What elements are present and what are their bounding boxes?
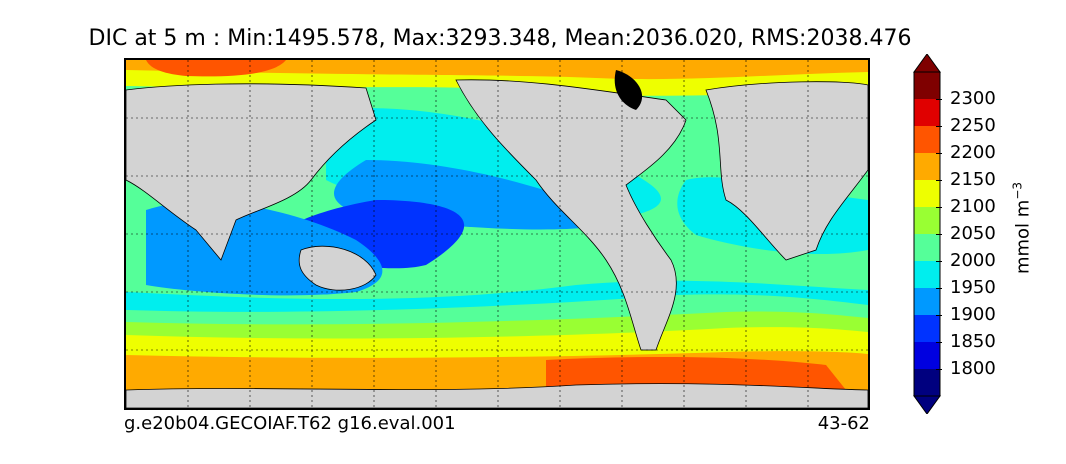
- colorbar-segment: [914, 180, 940, 207]
- land-australia: [298, 245, 377, 291]
- colorbar-tick-mark: [936, 288, 942, 289]
- colorbar-tick-label: 2250: [950, 115, 996, 136]
- colorbar-tick-label: 2300: [950, 88, 996, 109]
- colorbar-segment: [914, 99, 940, 126]
- colorbar-tick-mark: [936, 369, 942, 370]
- land: [126, 79, 868, 408]
- contour-2200-north: [126, 60, 868, 80]
- colorbar-tick-mark: [936, 180, 942, 181]
- colorbar-tick-mark: [936, 315, 942, 316]
- colorbar-tick-label: 1950: [950, 277, 996, 298]
- land-antarctica: [126, 383, 868, 408]
- colorbar-extend-min-arrow: [913, 395, 941, 414]
- colorbar-segment: [914, 261, 940, 288]
- colorbar-segment: [914, 72, 940, 99]
- colorbar-segment: [914, 207, 940, 234]
- colorbar-segment: [914, 315, 940, 342]
- colorbar-tick-mark: [936, 126, 942, 127]
- colorbar-tick-mark: [936, 234, 942, 235]
- colorbar-tick-label: 1900: [950, 304, 996, 325]
- colorbar-segment: [914, 369, 940, 396]
- colorbar-tick-mark: [936, 99, 942, 100]
- colorbar-unit-label: mmol m−3: [1010, 181, 1034, 275]
- colorbar-tick-label: 2200: [950, 142, 996, 163]
- colorbar-tick-mark: [936, 261, 942, 262]
- colorbar-segment: [914, 342, 940, 369]
- colorbar-tick-label: 2000: [950, 250, 996, 271]
- colorbar: [913, 54, 941, 414]
- map-panel: [124, 58, 870, 410]
- colorbar-tick-mark: [936, 153, 942, 154]
- colorbar-tick-label: 2150: [950, 169, 996, 190]
- dic-map: [126, 60, 868, 408]
- colorbar-extend-max-arrow: [913, 54, 941, 73]
- colorbar-segment: [914, 288, 940, 315]
- land-europe-africa: [705, 81, 868, 261]
- case-name: g.e20b04.GECOIAF.T62 g16.eval.001: [124, 413, 456, 434]
- colorbar-tick-mark: [936, 207, 942, 208]
- contour-2250-weddell: [546, 357, 846, 390]
- plot-title: DIC at 5 m : Min:1495.578, Max:3293.348,…: [88, 26, 912, 51]
- colorbar-tick-label: 1850: [950, 331, 996, 352]
- land-greenland-islands: [614, 70, 643, 110]
- colorbar-tick-label: 2050: [950, 223, 996, 244]
- gridlines: [126, 60, 868, 408]
- colorbar-segment: [914, 126, 940, 153]
- colorbar-tick-label: 2100: [950, 196, 996, 217]
- colorbar-tick-mark: [936, 342, 942, 343]
- year-range: 43-62: [817, 413, 870, 434]
- colorbar-tick-label: 1800: [950, 358, 996, 379]
- colorbar-segment: [914, 234, 940, 261]
- colorbar-segment: [914, 153, 940, 180]
- land-americas: [455, 79, 687, 351]
- land-eurasia: [126, 83, 377, 261]
- contour-2250-arctic: [146, 60, 286, 77]
